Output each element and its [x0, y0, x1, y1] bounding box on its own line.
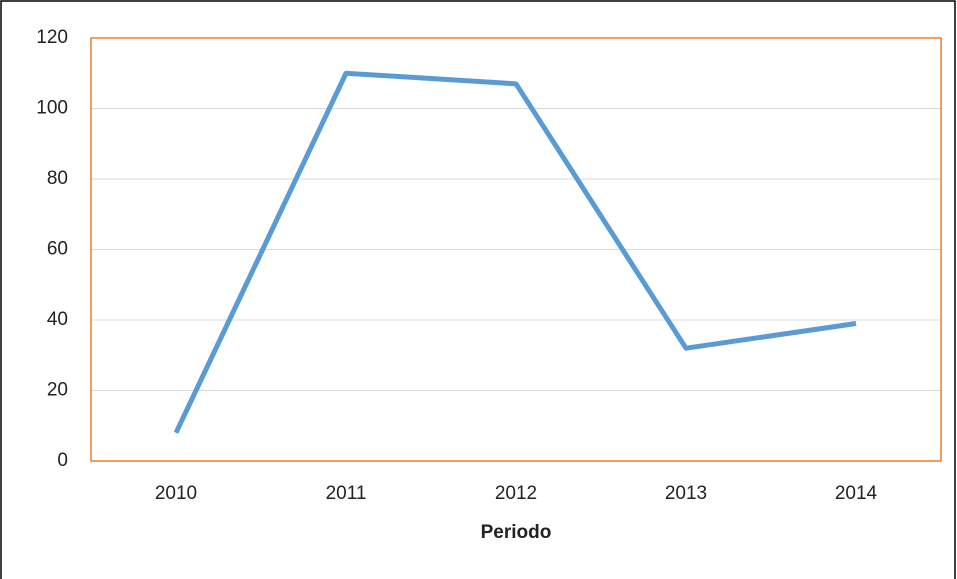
chart: Periodo 0 20 40 60 80 100 120 2010 2011 2012 2013 2…	[0, 0, 957, 579]
y-tick-label: 40	[47, 309, 68, 330]
x-tick-label: 2011	[326, 483, 367, 504]
y-tick-label: 120	[36, 27, 68, 48]
data-line	[176, 73, 856, 433]
x-tick-label: 2010	[155, 483, 197, 504]
outer-border	[1, 1, 955, 579]
x-tick-label: 2013	[665, 483, 707, 504]
x-axis-label: Periodo	[481, 522, 552, 543]
y-tick-label: 0	[57, 450, 68, 471]
y-tick-label: 20	[47, 380, 68, 401]
x-tick-label: 2012	[495, 483, 537, 504]
x-tick-label: 2014	[835, 483, 878, 504]
y-tick-label: 60	[47, 239, 68, 260]
y-tick-label: 100	[36, 98, 68, 119]
y-tick-label: 80	[47, 168, 68, 189]
page: {"chart_data": {"type": "line", "x_label…	[0, 0, 957, 579]
